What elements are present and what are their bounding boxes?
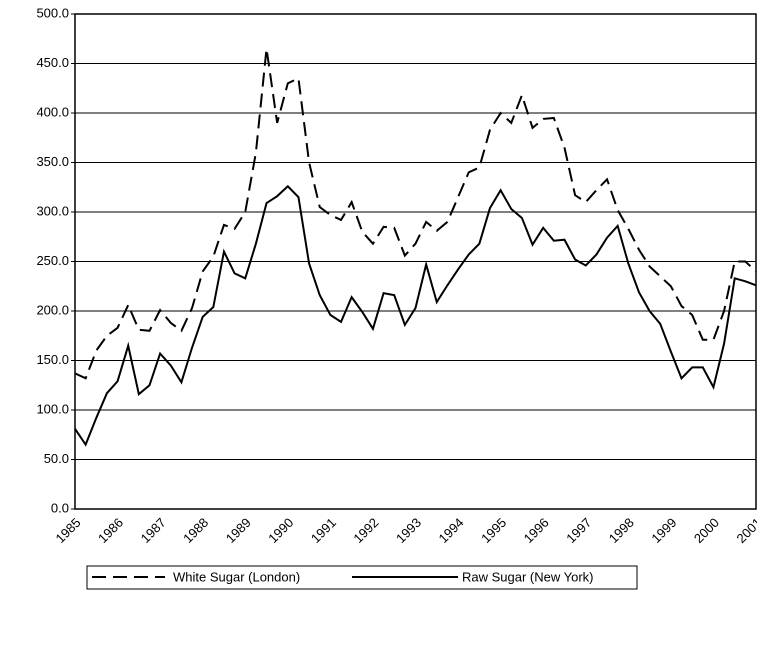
- x-tick-label: 1998: [606, 515, 637, 546]
- x-tick-label: 1993: [393, 515, 424, 546]
- x-tick-label: 1987: [138, 515, 169, 546]
- x-tick-label: 1988: [180, 515, 211, 546]
- y-tick-label: 100.0: [36, 401, 69, 416]
- line-series: [74, 184, 757, 447]
- y-tick-label: 250.0: [36, 253, 69, 268]
- x-tick-label: 2000: [691, 515, 722, 546]
- x-tick-label: 1985: [52, 515, 83, 546]
- y-tick-label: 200.0: [36, 302, 69, 317]
- y-tick-label: 350.0: [36, 154, 69, 169]
- y-tick-label: 0.0: [51, 500, 69, 515]
- line-series: [74, 48, 757, 380]
- y-tick-label: 50.0: [44, 451, 69, 466]
- x-tick-label: 1986: [95, 515, 126, 546]
- x-tick-label: 1995: [478, 515, 509, 546]
- x-tick-label: 1997: [563, 515, 594, 546]
- y-tick-label: 150.0: [36, 352, 69, 367]
- x-tick-label: 1992: [350, 515, 381, 546]
- y-tick-label: 450.0: [36, 55, 69, 70]
- y-tick-label: 500.0: [36, 5, 69, 20]
- x-tick-label: 1991: [308, 515, 339, 546]
- x-tick-label: 1989: [223, 515, 254, 546]
- plot-frame: [74, 13, 757, 510]
- x-tick-label: 1996: [521, 515, 552, 546]
- y-tick-label: 300.0: [36, 203, 69, 218]
- x-tick-label: 2001: [733, 515, 757, 546]
- legend-label: White Sugar (London): [173, 569, 300, 584]
- x-tick-label: 1990: [265, 515, 296, 546]
- x-tick-label: 1999: [648, 515, 679, 546]
- legend-label: Raw Sugar (New York): [462, 569, 594, 584]
- y-tick-label: 400.0: [36, 104, 69, 119]
- x-tick-label: 1994: [436, 515, 467, 546]
